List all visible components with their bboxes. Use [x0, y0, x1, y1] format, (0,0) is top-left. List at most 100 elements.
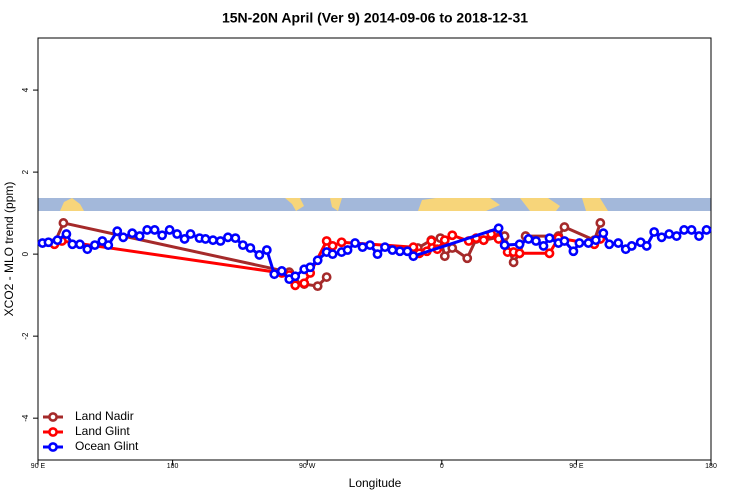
data-point	[447, 230, 458, 241]
data-point	[544, 233, 555, 244]
plot-frame	[37, 37, 712, 461]
y-tick-label: 2	[21, 169, 30, 174]
x-tick-label: 90 E	[569, 463, 584, 470]
x-tick-label: 180	[705, 463, 717, 470]
data-point	[254, 250, 265, 260]
data-point	[439, 235, 450, 246]
data-point	[223, 232, 233, 243]
data-point	[312, 255, 323, 266]
data-point	[613, 238, 624, 248]
data-point	[590, 235, 601, 246]
data-point	[514, 239, 525, 250]
data-point	[215, 236, 226, 246]
data-point	[164, 225, 175, 235]
data-point	[478, 235, 489, 246]
legend-marker	[48, 412, 58, 422]
data-point	[649, 227, 660, 237]
x-axis-label: Longitude	[349, 476, 402, 490]
data-point	[208, 235, 218, 246]
data-point	[299, 278, 310, 289]
data-point	[321, 236, 332, 246]
data-point	[357, 242, 368, 253]
data-point	[462, 253, 473, 264]
data-point	[327, 241, 338, 251]
data-point	[641, 241, 652, 251]
data-point	[118, 232, 129, 243]
data-point	[408, 251, 419, 262]
data-point	[290, 271, 301, 282]
data-point	[261, 245, 272, 255]
data-point	[439, 251, 450, 262]
data-point	[426, 236, 437, 246]
data-point	[568, 246, 579, 257]
data-point	[103, 240, 114, 251]
data-point	[664, 229, 675, 239]
data-point	[531, 236, 541, 246]
data-point	[276, 266, 287, 276]
data-point	[142, 225, 153, 235]
data-point	[269, 269, 280, 280]
data-point	[61, 229, 72, 239]
y-tick-label: -2	[21, 332, 30, 340]
data-point	[372, 249, 383, 260]
data-point	[336, 237, 347, 248]
data-point	[237, 240, 248, 251]
y-tick-label: 0	[21, 251, 30, 256]
data-point	[127, 228, 138, 239]
data-point	[58, 218, 69, 228]
data-point	[74, 239, 85, 250]
data-point	[230, 233, 241, 244]
data-point	[514, 248, 525, 259]
data-point	[499, 240, 510, 251]
data-point	[350, 238, 360, 248]
data-point	[604, 239, 615, 250]
data-point	[395, 246, 405, 257]
data-point	[626, 241, 637, 251]
data-point	[595, 218, 606, 228]
data-point	[305, 262, 316, 273]
data-point	[559, 222, 570, 232]
y-tick-label: -4	[21, 414, 30, 422]
data-point	[508, 257, 519, 268]
x-tick-label: 180	[167, 463, 179, 470]
data-point	[342, 245, 353, 255]
legend-marker	[48, 427, 58, 437]
data-point	[134, 231, 145, 241]
data-point	[694, 231, 704, 241]
data-point	[365, 240, 375, 251]
data-point	[544, 248, 555, 259]
data-point	[179, 234, 190, 244]
data-point	[67, 239, 78, 250]
y-axis-label: XCO2 - MLO trend (ppm)	[2, 182, 16, 317]
legend-label: Land Nadir	[75, 409, 134, 423]
data-point	[679, 225, 689, 235]
data-point	[321, 272, 332, 282]
data-point	[380, 242, 390, 253]
data-point	[290, 280, 301, 291]
y-tick-label: 4	[21, 87, 30, 92]
data-point	[583, 238, 594, 248]
legend-marker	[48, 442, 58, 452]
data-point	[157, 230, 168, 241]
data-point	[89, 240, 100, 251]
data-point	[523, 234, 534, 244]
data-point	[82, 244, 93, 255]
map-strip	[38, 198, 711, 211]
chart-title: 15N-20N April (Ver 9) 2014-09-06 to 2018…	[222, 10, 528, 26]
data-point	[574, 238, 585, 248]
data-point	[671, 231, 682, 241]
x-tick-label: 90 E	[31, 463, 46, 470]
legend-label: Land Glint	[75, 424, 130, 438]
data-point	[387, 245, 398, 255]
data-point	[493, 223, 504, 234]
data-point	[327, 249, 338, 260]
data-point	[598, 228, 609, 239]
legend-label: Ocean Glint	[75, 439, 139, 453]
data-point	[43, 237, 54, 248]
data-point	[172, 229, 182, 239]
data-point	[402, 246, 413, 257]
data-point	[656, 232, 667, 243]
data-point	[200, 234, 211, 244]
data-point	[312, 281, 323, 292]
